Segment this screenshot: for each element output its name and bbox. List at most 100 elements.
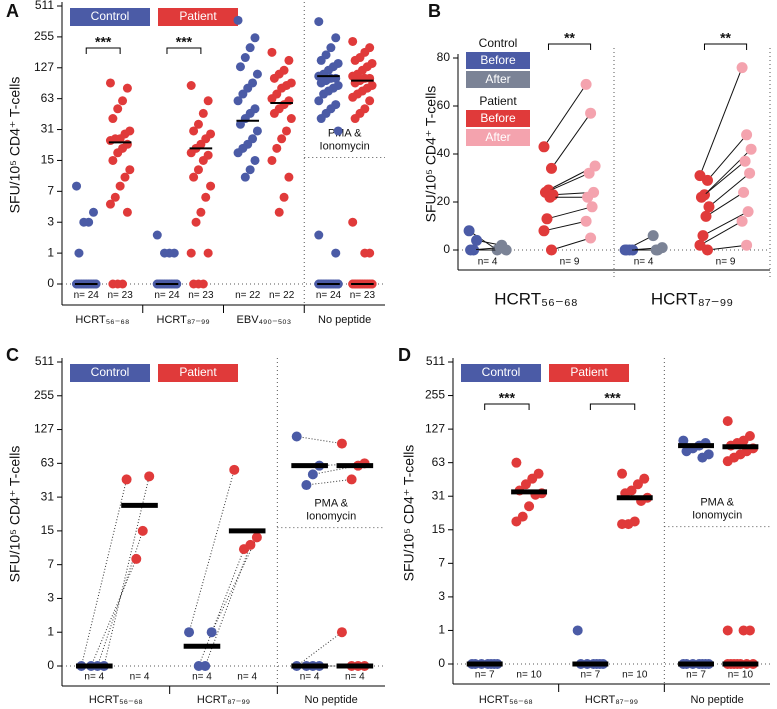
pair-line: [80, 479, 128, 667]
data-point: [617, 519, 628, 530]
pma-point: [681, 446, 692, 457]
y-tick-label: 63: [432, 455, 446, 469]
data-point: [108, 279, 118, 289]
legend-label: Control: [482, 365, 521, 379]
significance-bracket: [484, 403, 530, 410]
after-point: [741, 129, 753, 141]
pair-line: [705, 191, 744, 217]
data-point: [206, 627, 217, 638]
n-label: n= 10: [516, 670, 542, 681]
data-point: [233, 96, 243, 106]
data-point: [738, 625, 749, 636]
before-point: [621, 244, 633, 256]
before-point: [703, 201, 715, 213]
data-point: [203, 96, 213, 106]
n-label: n= 24: [154, 290, 180, 301]
n-label: n= 7: [686, 670, 706, 681]
data-point: [125, 165, 135, 175]
before-point: [541, 213, 553, 225]
legend-label: Patient: [179, 9, 217, 23]
legend-title: Patient: [479, 94, 517, 108]
before-point: [538, 225, 550, 237]
data-point: [118, 96, 128, 106]
legend-swatch: [549, 364, 629, 382]
data-point: [203, 248, 213, 258]
data-point: [105, 136, 115, 146]
panel-label: A: [6, 1, 19, 21]
y-tick-label: 60: [437, 98, 451, 112]
data-point: [79, 217, 89, 227]
data-point: [286, 114, 296, 124]
data-point: [137, 525, 148, 536]
data-point: [250, 155, 260, 165]
n-label: n= 4: [237, 672, 257, 683]
n-label: n= 24: [74, 290, 100, 301]
data-point: [189, 279, 199, 289]
pma-point: [314, 96, 324, 106]
legend-swatch: [466, 129, 530, 146]
x-tick-label: HCRT₅₆₋₆₈: [89, 694, 143, 706]
after-point: [586, 201, 598, 213]
data-point: [267, 94, 277, 104]
after-point: [739, 155, 751, 167]
data-point: [251, 532, 262, 543]
pair-line: [211, 537, 258, 633]
y-tick-label: 127: [34, 60, 54, 74]
pair-line: [707, 134, 747, 181]
pair-line: [702, 211, 749, 237]
before-point: [701, 174, 713, 186]
pma-label: PMA &: [314, 498, 348, 510]
legend-label: After: [485, 130, 510, 144]
data-point: [267, 47, 277, 57]
pma-point: [697, 452, 708, 463]
data-point: [235, 119, 245, 129]
pair-line: [708, 172, 750, 208]
pair-line: [551, 112, 592, 169]
x-tick-label: EBV₄₉₀₋₅₀₃: [237, 314, 292, 326]
n-label: n= 7: [580, 670, 600, 681]
y-tick-label: 7: [47, 557, 54, 571]
data-point: [105, 78, 115, 88]
after-point: [736, 215, 748, 227]
after-point: [736, 62, 748, 74]
after-point: [745, 143, 757, 155]
y-tick-label: 0: [47, 658, 54, 672]
n-label: n= 10: [622, 670, 648, 681]
pma-point: [316, 78, 326, 88]
data-point: [152, 230, 162, 240]
n-label: n= 24: [316, 290, 342, 301]
significance-bracket: [703, 43, 748, 50]
pma-point: [316, 55, 326, 65]
pma-point: [348, 36, 358, 46]
data-point: [121, 474, 132, 485]
data-point: [269, 108, 279, 118]
data-point: [240, 53, 250, 63]
data-point: [348, 217, 358, 227]
before-point: [545, 162, 557, 174]
y-tick-label: 511: [35, 0, 54, 12]
data-point: [245, 165, 255, 175]
before-point: [544, 191, 556, 203]
y-axis-label: SFU/10⁵ CD4⁺ T-cells: [401, 445, 417, 582]
significance-label: ***: [499, 390, 516, 406]
data-point: [360, 248, 370, 258]
legend-label: Control: [91, 365, 130, 379]
pair-line: [296, 436, 343, 445]
after-point: [580, 78, 592, 90]
y-tick-label: 0: [438, 656, 445, 670]
n-label: n= 4: [634, 257, 654, 268]
data-point: [511, 516, 522, 527]
y-axis-label: SFU/10⁵ CD4⁺ T-cells: [423, 86, 439, 223]
data-point: [74, 248, 84, 258]
y-tick-label: 127: [34, 422, 54, 436]
n-label: n= 23: [188, 290, 214, 301]
pma-point: [326, 43, 336, 53]
data-point: [279, 192, 289, 202]
pair-line: [90, 558, 137, 667]
significance-label: **: [564, 30, 575, 46]
y-tick-label: 31: [41, 122, 55, 136]
x-tick-label: HCRT₅₆₋₆₈: [75, 314, 129, 326]
y-tick-label: 20: [437, 194, 451, 208]
before-point: [545, 244, 557, 256]
data-point: [267, 155, 277, 165]
